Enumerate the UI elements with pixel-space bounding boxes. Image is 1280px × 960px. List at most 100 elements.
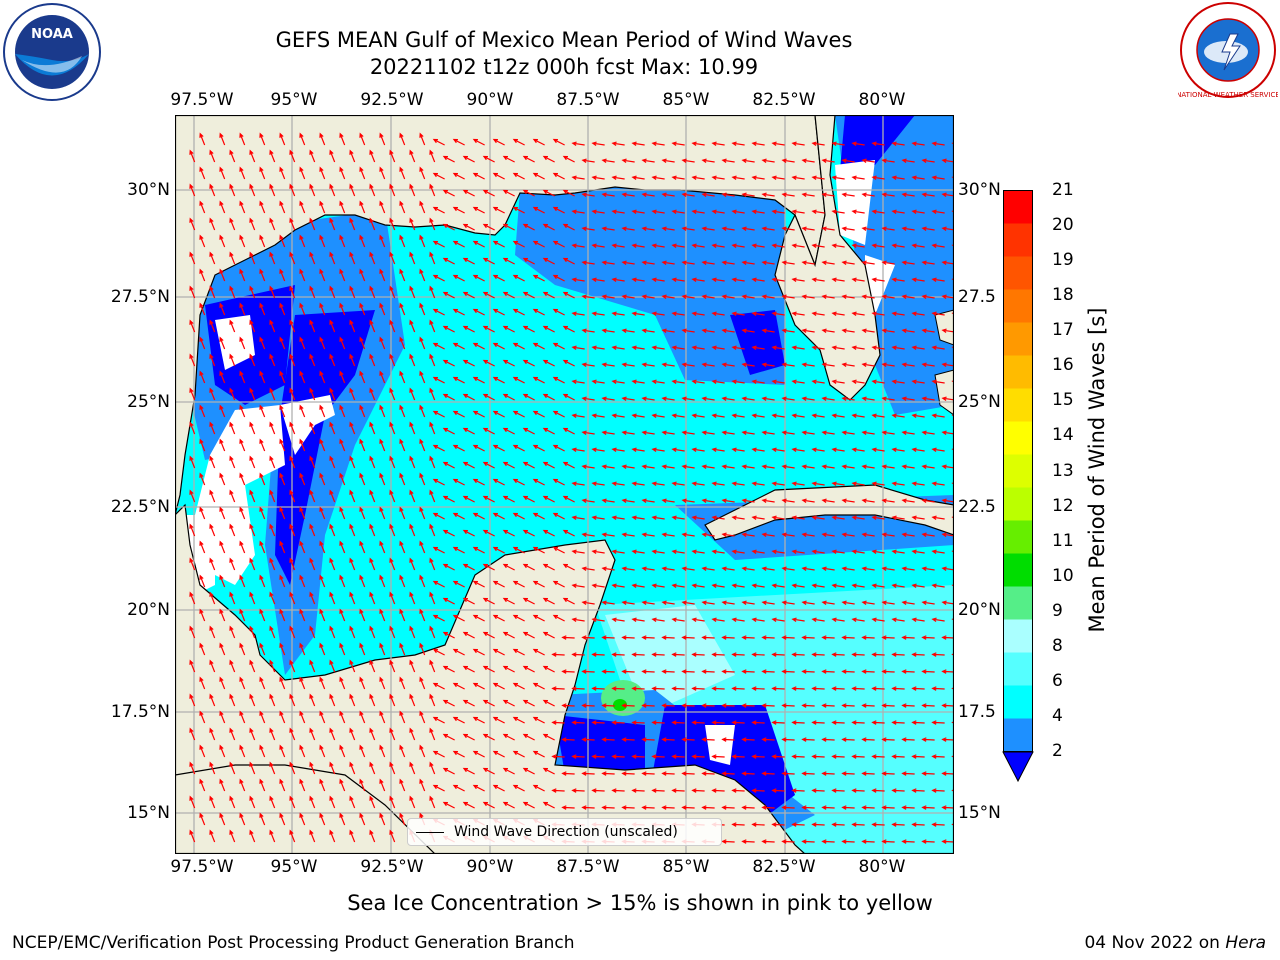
wind-wave-arrow xyxy=(901,532,915,537)
wind-wave-arrow xyxy=(881,532,895,537)
wind-wave-arrow xyxy=(801,464,815,469)
wind-wave-arrow xyxy=(641,226,655,231)
wind-wave-arrow xyxy=(269,523,276,537)
lon-tick-top: 87.5°W xyxy=(556,90,620,110)
wind-wave-arrow xyxy=(189,659,196,673)
wind-wave-arrow xyxy=(841,839,855,844)
wind-wave-arrow xyxy=(921,771,935,776)
wind-wave-arrow xyxy=(409,489,416,503)
wind-wave-arrow xyxy=(419,676,426,690)
wind-wave-arrow xyxy=(811,243,825,248)
colorbar-tick-label: 18 xyxy=(1052,285,1074,306)
wind-wave-arrow xyxy=(711,788,725,793)
wind-wave-arrow xyxy=(472,682,485,690)
wind-wave-arrow xyxy=(359,404,366,418)
wind-wave-arrow xyxy=(249,217,256,231)
wind-wave-arrow xyxy=(751,175,765,180)
wind-wave-arrow xyxy=(349,489,356,503)
wind-wave-arrow xyxy=(462,563,475,571)
wind-wave-arrow xyxy=(492,240,505,248)
colorbar-tick-label: 14 xyxy=(1052,425,1074,446)
wind-wave-arrow xyxy=(851,720,865,725)
wind-wave-arrow xyxy=(911,175,925,180)
wind-wave-arrow xyxy=(931,549,945,554)
wind-wave-arrow xyxy=(601,430,615,435)
wind-wave-arrow xyxy=(309,455,316,469)
wind-wave-arrow xyxy=(502,291,515,299)
wind-wave-arrow xyxy=(711,686,725,691)
wind-wave-arrow xyxy=(319,234,326,248)
wind-wave-arrow xyxy=(359,472,366,486)
wind-wave-arrow xyxy=(931,788,945,793)
wind-wave-arrow xyxy=(751,549,765,554)
wind-wave-arrow xyxy=(741,158,755,163)
wind-wave-arrow xyxy=(512,716,525,724)
wind-wave-arrow xyxy=(209,693,216,707)
wind-wave-arrow xyxy=(931,345,945,350)
wind-wave-arrow xyxy=(562,291,575,299)
wind-wave-arrow xyxy=(941,805,954,810)
wind-wave-arrow xyxy=(861,328,875,333)
wind-wave-arrow xyxy=(259,540,266,554)
wind-wave-arrow xyxy=(901,260,915,265)
wind-wave-arrow xyxy=(532,750,545,758)
wind-wave-arrow xyxy=(921,430,935,435)
wind-wave-arrow xyxy=(921,362,935,367)
wind-wave-arrow xyxy=(681,600,695,605)
wind-wave-arrow xyxy=(571,583,585,588)
wind-wave-arrow xyxy=(452,410,465,418)
lon-tick-top: 92.5°W xyxy=(360,90,424,110)
wind-wave-arrow xyxy=(821,635,835,640)
wind-wave-arrow xyxy=(522,699,535,707)
wind-wave-arrow xyxy=(731,243,745,248)
wind-wave-arrow xyxy=(319,540,326,554)
period-band-under-2-florida xyxy=(730,310,785,375)
wind-wave-arrow xyxy=(219,608,226,622)
wind-wave-arrow xyxy=(219,370,226,384)
wind-wave-arrow xyxy=(941,362,954,367)
wind-wave-arrow xyxy=(482,665,495,673)
wind-wave-arrow xyxy=(911,822,925,827)
wind-wave-arrow xyxy=(761,294,775,299)
wind-wave-arrow xyxy=(851,652,865,657)
wind-wave-arrow xyxy=(721,703,735,708)
wind-wave-arrow xyxy=(299,438,306,452)
wind-wave-arrow xyxy=(741,328,755,333)
wind-wave-arrow xyxy=(532,342,545,350)
wind-wave-arrow xyxy=(399,166,406,180)
wind-wave-arrow xyxy=(532,784,545,792)
wind-wave-arrow xyxy=(951,278,954,281)
wind-wave-arrow xyxy=(661,600,675,605)
wind-wave-arrow xyxy=(472,308,485,316)
wind-wave-arrow xyxy=(731,686,745,691)
wind-wave-arrow xyxy=(911,277,925,282)
wind-wave-arrow xyxy=(229,353,236,367)
wind-wave-arrow xyxy=(419,710,426,724)
wind-wave-arrow xyxy=(259,200,266,214)
wind-wave-arrow xyxy=(791,209,805,214)
wind-wave-arrow xyxy=(229,149,236,163)
wind-wave-arrow xyxy=(931,515,945,520)
wind-wave-arrow xyxy=(522,767,535,775)
wind-wave-arrow xyxy=(259,812,266,826)
wind-wave-arrow xyxy=(711,141,725,146)
wind-wave-arrow xyxy=(721,669,735,674)
wind-wave-arrow xyxy=(389,659,396,673)
wind-wave-arrow xyxy=(289,319,296,333)
wind-wave-arrow xyxy=(681,260,695,265)
colorbar-tick-label: 9 xyxy=(1052,600,1063,621)
wind-wave-arrow xyxy=(442,631,455,639)
wind-wave-arrow xyxy=(502,495,515,503)
colorbar-block xyxy=(1003,454,1033,488)
wind-wave-arrow xyxy=(901,498,915,503)
wind-wave-arrow xyxy=(432,410,445,418)
wind-wave-arrow xyxy=(299,506,306,520)
wind-wave-arrow xyxy=(512,580,525,588)
wind-wave-arrow xyxy=(831,549,845,554)
wind-wave-arrow xyxy=(269,421,276,435)
no-data-area xyxy=(215,315,255,370)
wind-wave-arrow xyxy=(691,583,705,588)
wind-wave-arrow xyxy=(641,294,655,299)
no-data-area xyxy=(705,725,735,765)
wind-wave-arrow xyxy=(259,132,266,146)
